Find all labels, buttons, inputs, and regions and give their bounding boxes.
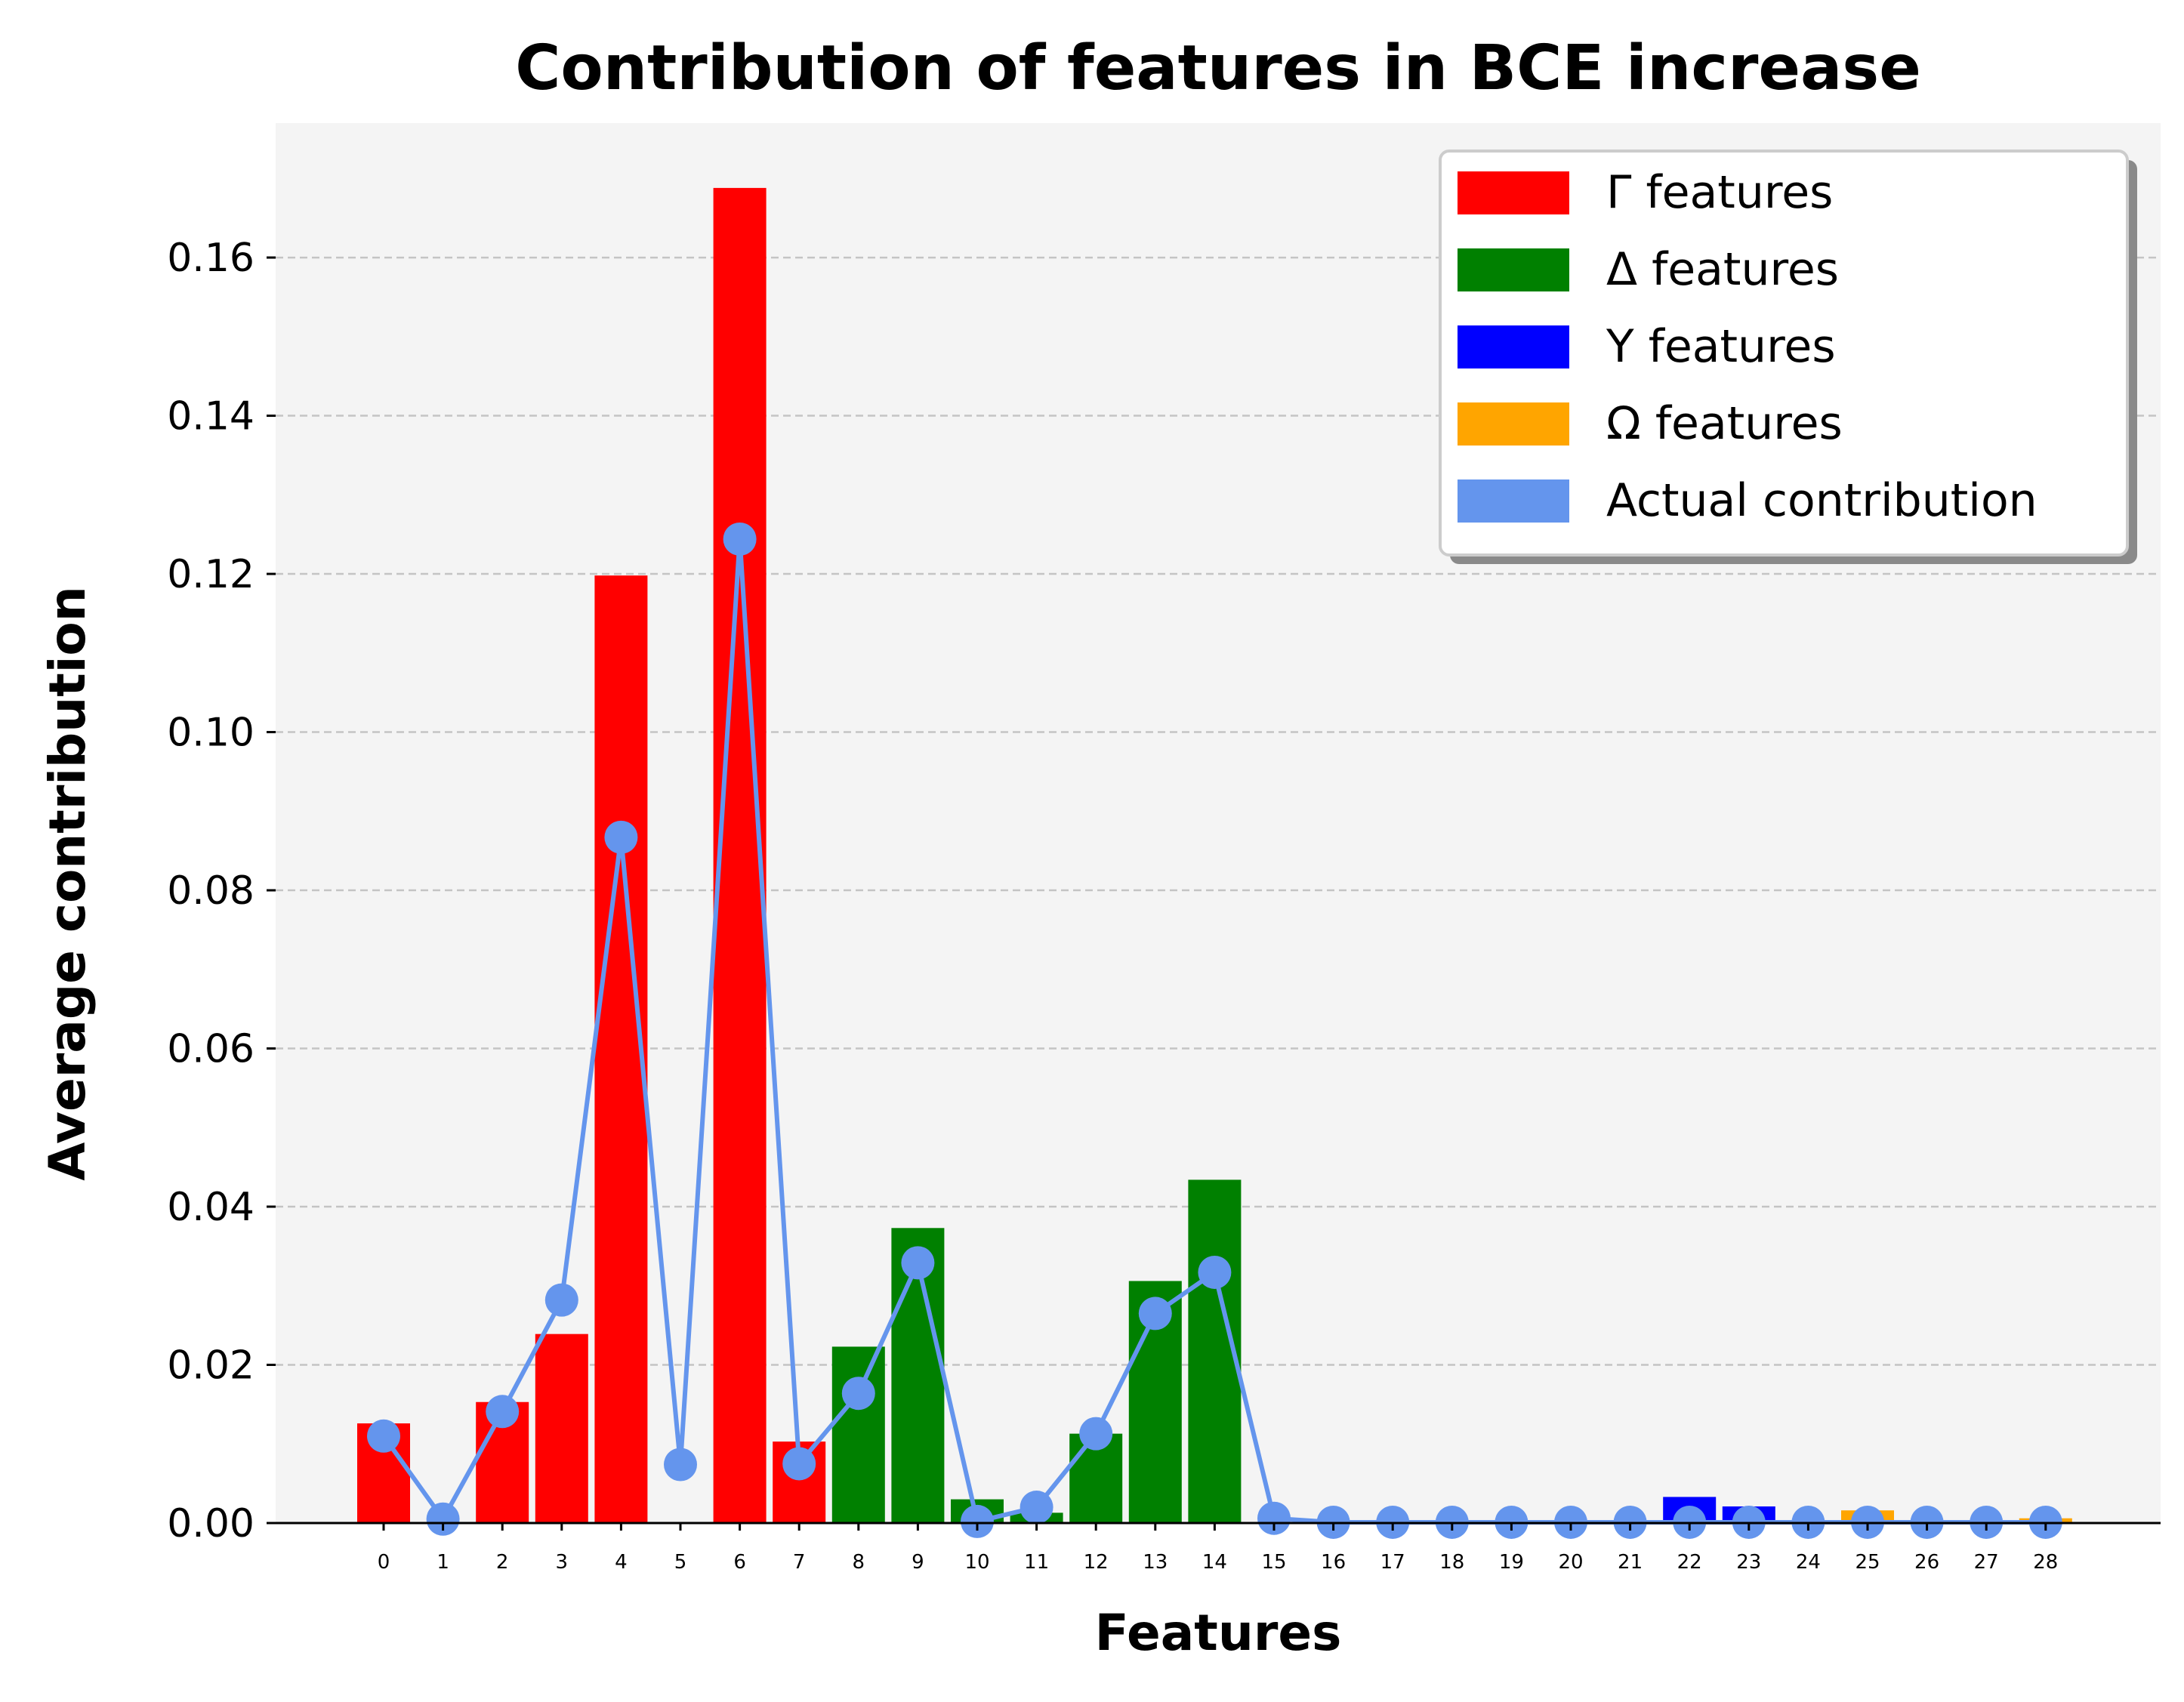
x-tick-label: 19 <box>1499 1551 1524 1574</box>
x-axis-label: Features <box>1095 1604 1342 1662</box>
actual-point-10 <box>961 1504 994 1538</box>
y-tick-label: 0.04 <box>167 1185 254 1230</box>
x-tick-label: 25 <box>1855 1551 1880 1574</box>
x-tick-label: 17 <box>1380 1551 1405 1574</box>
x-tick-label: 28 <box>2033 1551 2058 1574</box>
legend: Γ features Δ features Υ features Ω features… <box>1439 150 2137 564</box>
x-tick-label: 12 <box>1084 1551 1109 1574</box>
y-tick-label: 0.16 <box>167 236 254 281</box>
actual-point-5 <box>664 1448 697 1482</box>
actual-point-8 <box>841 1377 875 1411</box>
bar-4 <box>594 575 648 1523</box>
actual-point-1 <box>426 1502 460 1536</box>
actual-point-0 <box>367 1419 400 1453</box>
y-tick-labels: 0.00 0.02 0.04 0.06 0.08 0.10 0.12 0.14 0.16 <box>167 236 254 1546</box>
x-tick-label: 11 <box>1024 1551 1049 1574</box>
x-tick-label: 2 <box>496 1551 509 1574</box>
x-tick-label: 27 <box>1974 1551 1999 1574</box>
legend-swatch-omega <box>1458 402 1569 446</box>
y-tick-label: 0.08 <box>167 868 254 914</box>
legend-swatch-gamma <box>1458 171 1569 214</box>
x-tick-label: 7 <box>793 1551 806 1574</box>
actual-point-11 <box>1020 1491 1053 1525</box>
y-tick-label: 0.10 <box>167 711 254 756</box>
legend-box <box>1439 150 2129 557</box>
actual-point-3 <box>544 1283 578 1317</box>
x-tick-label: 1 <box>436 1551 449 1574</box>
x-tick-label: 24 <box>1796 1551 1821 1574</box>
y-tick-label: 0.12 <box>167 552 254 597</box>
legend-label-gamma: Γ features <box>1606 166 1833 219</box>
legend-label-delta: Δ features <box>1606 243 1839 296</box>
actual-point-14 <box>1198 1255 1232 1289</box>
x-tick-label: 9 <box>912 1551 924 1574</box>
x-tick-label: 18 <box>1439 1551 1464 1574</box>
actual-point-2 <box>486 1395 520 1429</box>
x-tick-label: 8 <box>853 1551 865 1574</box>
x-tick-label: 0 <box>378 1551 390 1574</box>
chart-title: Contribution of features in BCE increase <box>515 32 1921 104</box>
x-tick-label: 20 <box>1558 1551 1583 1574</box>
legend-items: Γ features Δ features Υ features Ω features… <box>1458 166 2037 527</box>
legend-label-upsilon: Υ features <box>1606 320 1836 373</box>
x-tick-label: 26 <box>1914 1551 1939 1574</box>
x-tick-label: 5 <box>674 1551 687 1574</box>
bar-8 <box>831 1346 885 1523</box>
legend-swatch-actual <box>1458 479 1569 523</box>
legend-label-actual: Actual contribution <box>1606 474 2037 527</box>
actual-point-7 <box>782 1447 816 1481</box>
legend-label-omega: Ω features <box>1606 397 1843 450</box>
actual-point-4 <box>604 820 638 854</box>
y-tick-label: 0.00 <box>167 1501 254 1546</box>
x-tick-label: 13 <box>1143 1551 1168 1574</box>
x-tick-label: 21 <box>1618 1551 1643 1574</box>
x-tick-label: 4 <box>615 1551 628 1574</box>
x-tick-label: 6 <box>733 1551 746 1574</box>
legend-swatch-delta <box>1458 248 1569 291</box>
x-tick-label: 23 <box>1736 1551 1761 1574</box>
y-axis-label: Average contribution <box>39 586 97 1181</box>
bar-6 <box>713 187 767 1524</box>
legend-swatch-upsilon <box>1458 325 1569 368</box>
bar-3 <box>535 1334 588 1523</box>
x-tick-label: 10 <box>964 1551 989 1574</box>
x-tick-label: 15 <box>1261 1551 1286 1574</box>
y-tick-label: 0.14 <box>167 394 254 439</box>
actual-point-15 <box>1257 1501 1291 1535</box>
x-tick-label: 16 <box>1321 1551 1346 1574</box>
x-tick-label: 14 <box>1202 1551 1227 1574</box>
y-tick-label: 0.02 <box>167 1343 254 1389</box>
x-tick-label: 22 <box>1677 1551 1702 1574</box>
actual-point-12 <box>1079 1417 1113 1451</box>
x-tick-labels: 0 1 2 3 4 5 6 7 8 9 10 11 12 13 14 15 16 17 18 19 20 21 22 23 24… <box>378 1523 2058 1574</box>
actual-point-9 <box>901 1246 935 1280</box>
x-tick-label: 3 <box>556 1551 569 1574</box>
y-tick-label: 0.06 <box>167 1027 254 1072</box>
actual-point-13 <box>1138 1297 1172 1330</box>
bars <box>357 187 2072 1524</box>
actual-point-6 <box>723 522 757 556</box>
